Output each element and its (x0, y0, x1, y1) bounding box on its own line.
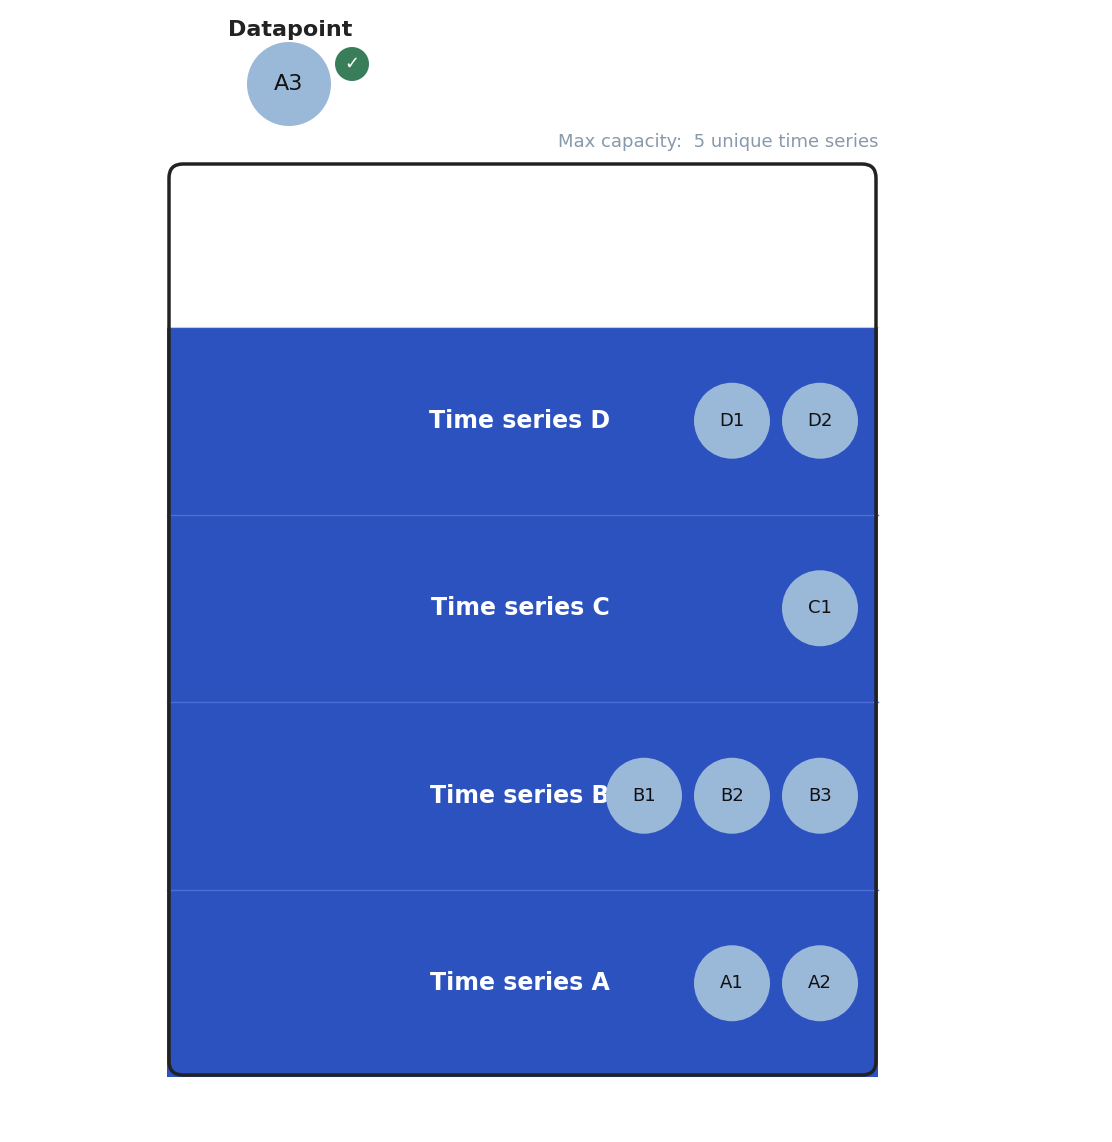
Circle shape (606, 758, 682, 834)
Text: B1: B1 (633, 787, 656, 805)
Text: A1: A1 (721, 974, 744, 992)
FancyBboxPatch shape (167, 327, 878, 1077)
Circle shape (694, 758, 770, 834)
Text: D2: D2 (807, 412, 833, 429)
Text: A2: A2 (808, 974, 832, 992)
Text: Datapoint: Datapoint (228, 21, 353, 40)
Text: Time series C: Time series C (430, 596, 609, 620)
Text: A3: A3 (275, 74, 304, 94)
Circle shape (247, 42, 331, 126)
Text: Max capacity:  5 unique time series: Max capacity: 5 unique time series (557, 132, 878, 151)
Circle shape (782, 383, 858, 459)
Text: Time series B: Time series B (430, 783, 609, 807)
Text: D1: D1 (719, 412, 745, 429)
Text: Time series A: Time series A (430, 971, 609, 995)
Text: C1: C1 (808, 600, 832, 617)
Circle shape (694, 946, 770, 1021)
Circle shape (782, 570, 858, 646)
Circle shape (782, 946, 858, 1021)
Text: ✓: ✓ (345, 55, 359, 73)
Circle shape (694, 383, 770, 459)
Circle shape (782, 758, 858, 834)
Text: Time series D: Time series D (429, 409, 610, 433)
Text: B2: B2 (721, 787, 744, 805)
Circle shape (335, 47, 369, 81)
Text: B3: B3 (808, 787, 832, 805)
FancyBboxPatch shape (167, 162, 878, 327)
